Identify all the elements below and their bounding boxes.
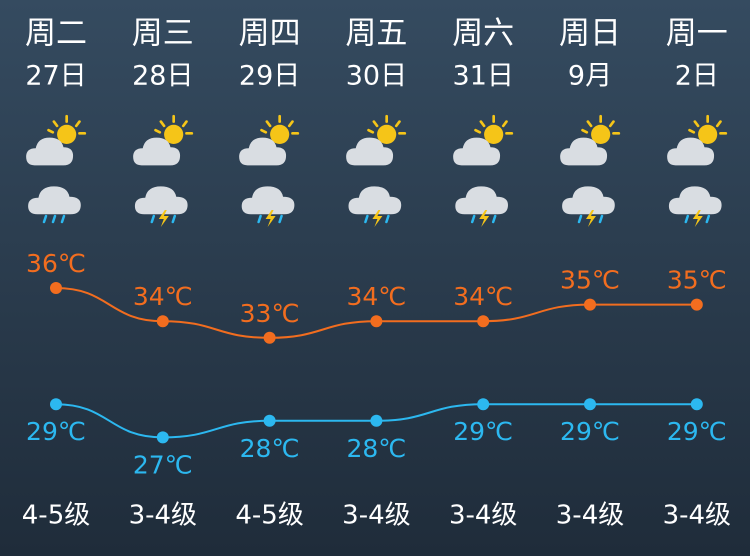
bolt <box>265 210 276 227</box>
temperature-dot <box>50 282 62 294</box>
date: 27日 <box>25 61 86 92</box>
temperature-dot <box>263 331 276 344</box>
thunder-icon <box>455 186 508 227</box>
wind-level: 4-5级 <box>22 501 90 531</box>
thunder-icon <box>348 186 402 227</box>
date: 31日 <box>453 61 514 92</box>
rain-drop <box>470 214 476 224</box>
rain-drop <box>705 214 711 224</box>
temperature-label: 27℃ <box>133 450 193 479</box>
date: 2日 <box>675 61 719 92</box>
date: 28日 <box>132 61 193 92</box>
bolt <box>692 210 703 227</box>
thunder-icon <box>668 186 722 227</box>
weekday: 周五 <box>345 16 407 52</box>
rain-drop <box>684 214 690 224</box>
temperature-label: 34℃ <box>133 282 193 311</box>
weekday: 周日 <box>559 16 621 52</box>
weekday: 周四 <box>239 16 301 52</box>
weather-icons <box>24 114 728 227</box>
temperature-label: 28℃ <box>346 434 406 463</box>
wind-level: 3-4级 <box>556 501 624 531</box>
temperature-dot <box>156 431 169 444</box>
temperature-label: 29℃ <box>26 417 86 446</box>
temperature-dot <box>477 315 490 328</box>
thunder-icon <box>562 186 615 227</box>
temperature-dot <box>690 398 703 411</box>
temperature-label: 35℃ <box>560 266 620 295</box>
temperature-dot <box>477 398 490 411</box>
temperature-label: 34℃ <box>453 282 513 311</box>
weekday: 周一 <box>666 16 728 52</box>
date: 9月 <box>568 61 612 92</box>
bolt <box>479 210 490 227</box>
wind-level: 3-4级 <box>663 501 731 531</box>
temperature-label: 35℃ <box>667 266 727 295</box>
rain-drop <box>364 214 369 224</box>
date: 29日 <box>239 61 300 92</box>
date: 30日 <box>346 61 407 92</box>
temperature-dot <box>584 298 596 311</box>
temperature-label: 28℃ <box>240 434 300 463</box>
thunder-icon <box>134 186 188 227</box>
temperature-label: 29℃ <box>560 417 620 446</box>
weekday: 周三 <box>132 16 194 52</box>
rain-drop <box>278 214 283 224</box>
temperature-dot <box>584 398 596 411</box>
rain-drop <box>257 214 262 224</box>
bolt <box>586 210 596 227</box>
bolt <box>158 210 169 227</box>
wind-level: 3-4级 <box>449 501 517 531</box>
temperature-dot <box>50 398 62 411</box>
weekday: 周二 <box>25 16 87 52</box>
rain-drop <box>491 214 497 224</box>
temperature-label: 29℃ <box>453 417 513 446</box>
rain-drop <box>171 214 177 224</box>
rain-drop <box>150 214 156 224</box>
thunder-icon <box>241 186 295 227</box>
weekday: 周六 <box>452 16 514 52</box>
wind-level: 3-4级 <box>342 501 410 531</box>
wind-level: 3-4级 <box>129 501 197 531</box>
rain-drop <box>577 214 583 224</box>
temperature-label: 33℃ <box>240 299 300 328</box>
temperature-dot <box>370 315 383 328</box>
rain-drop <box>385 214 390 224</box>
rain-icon <box>28 186 81 224</box>
temperature-dot <box>156 315 169 328</box>
rain-drop <box>598 214 604 224</box>
temperature-label: 36℃ <box>26 249 86 278</box>
temperature-label: 34℃ <box>346 282 406 311</box>
temperature-label: 29℃ <box>667 417 727 446</box>
wind-level: 4-5级 <box>235 501 303 531</box>
temperature-dot <box>370 414 383 427</box>
bolt <box>372 210 383 227</box>
temperature-dot <box>690 298 703 311</box>
temperature-dot <box>263 414 276 427</box>
